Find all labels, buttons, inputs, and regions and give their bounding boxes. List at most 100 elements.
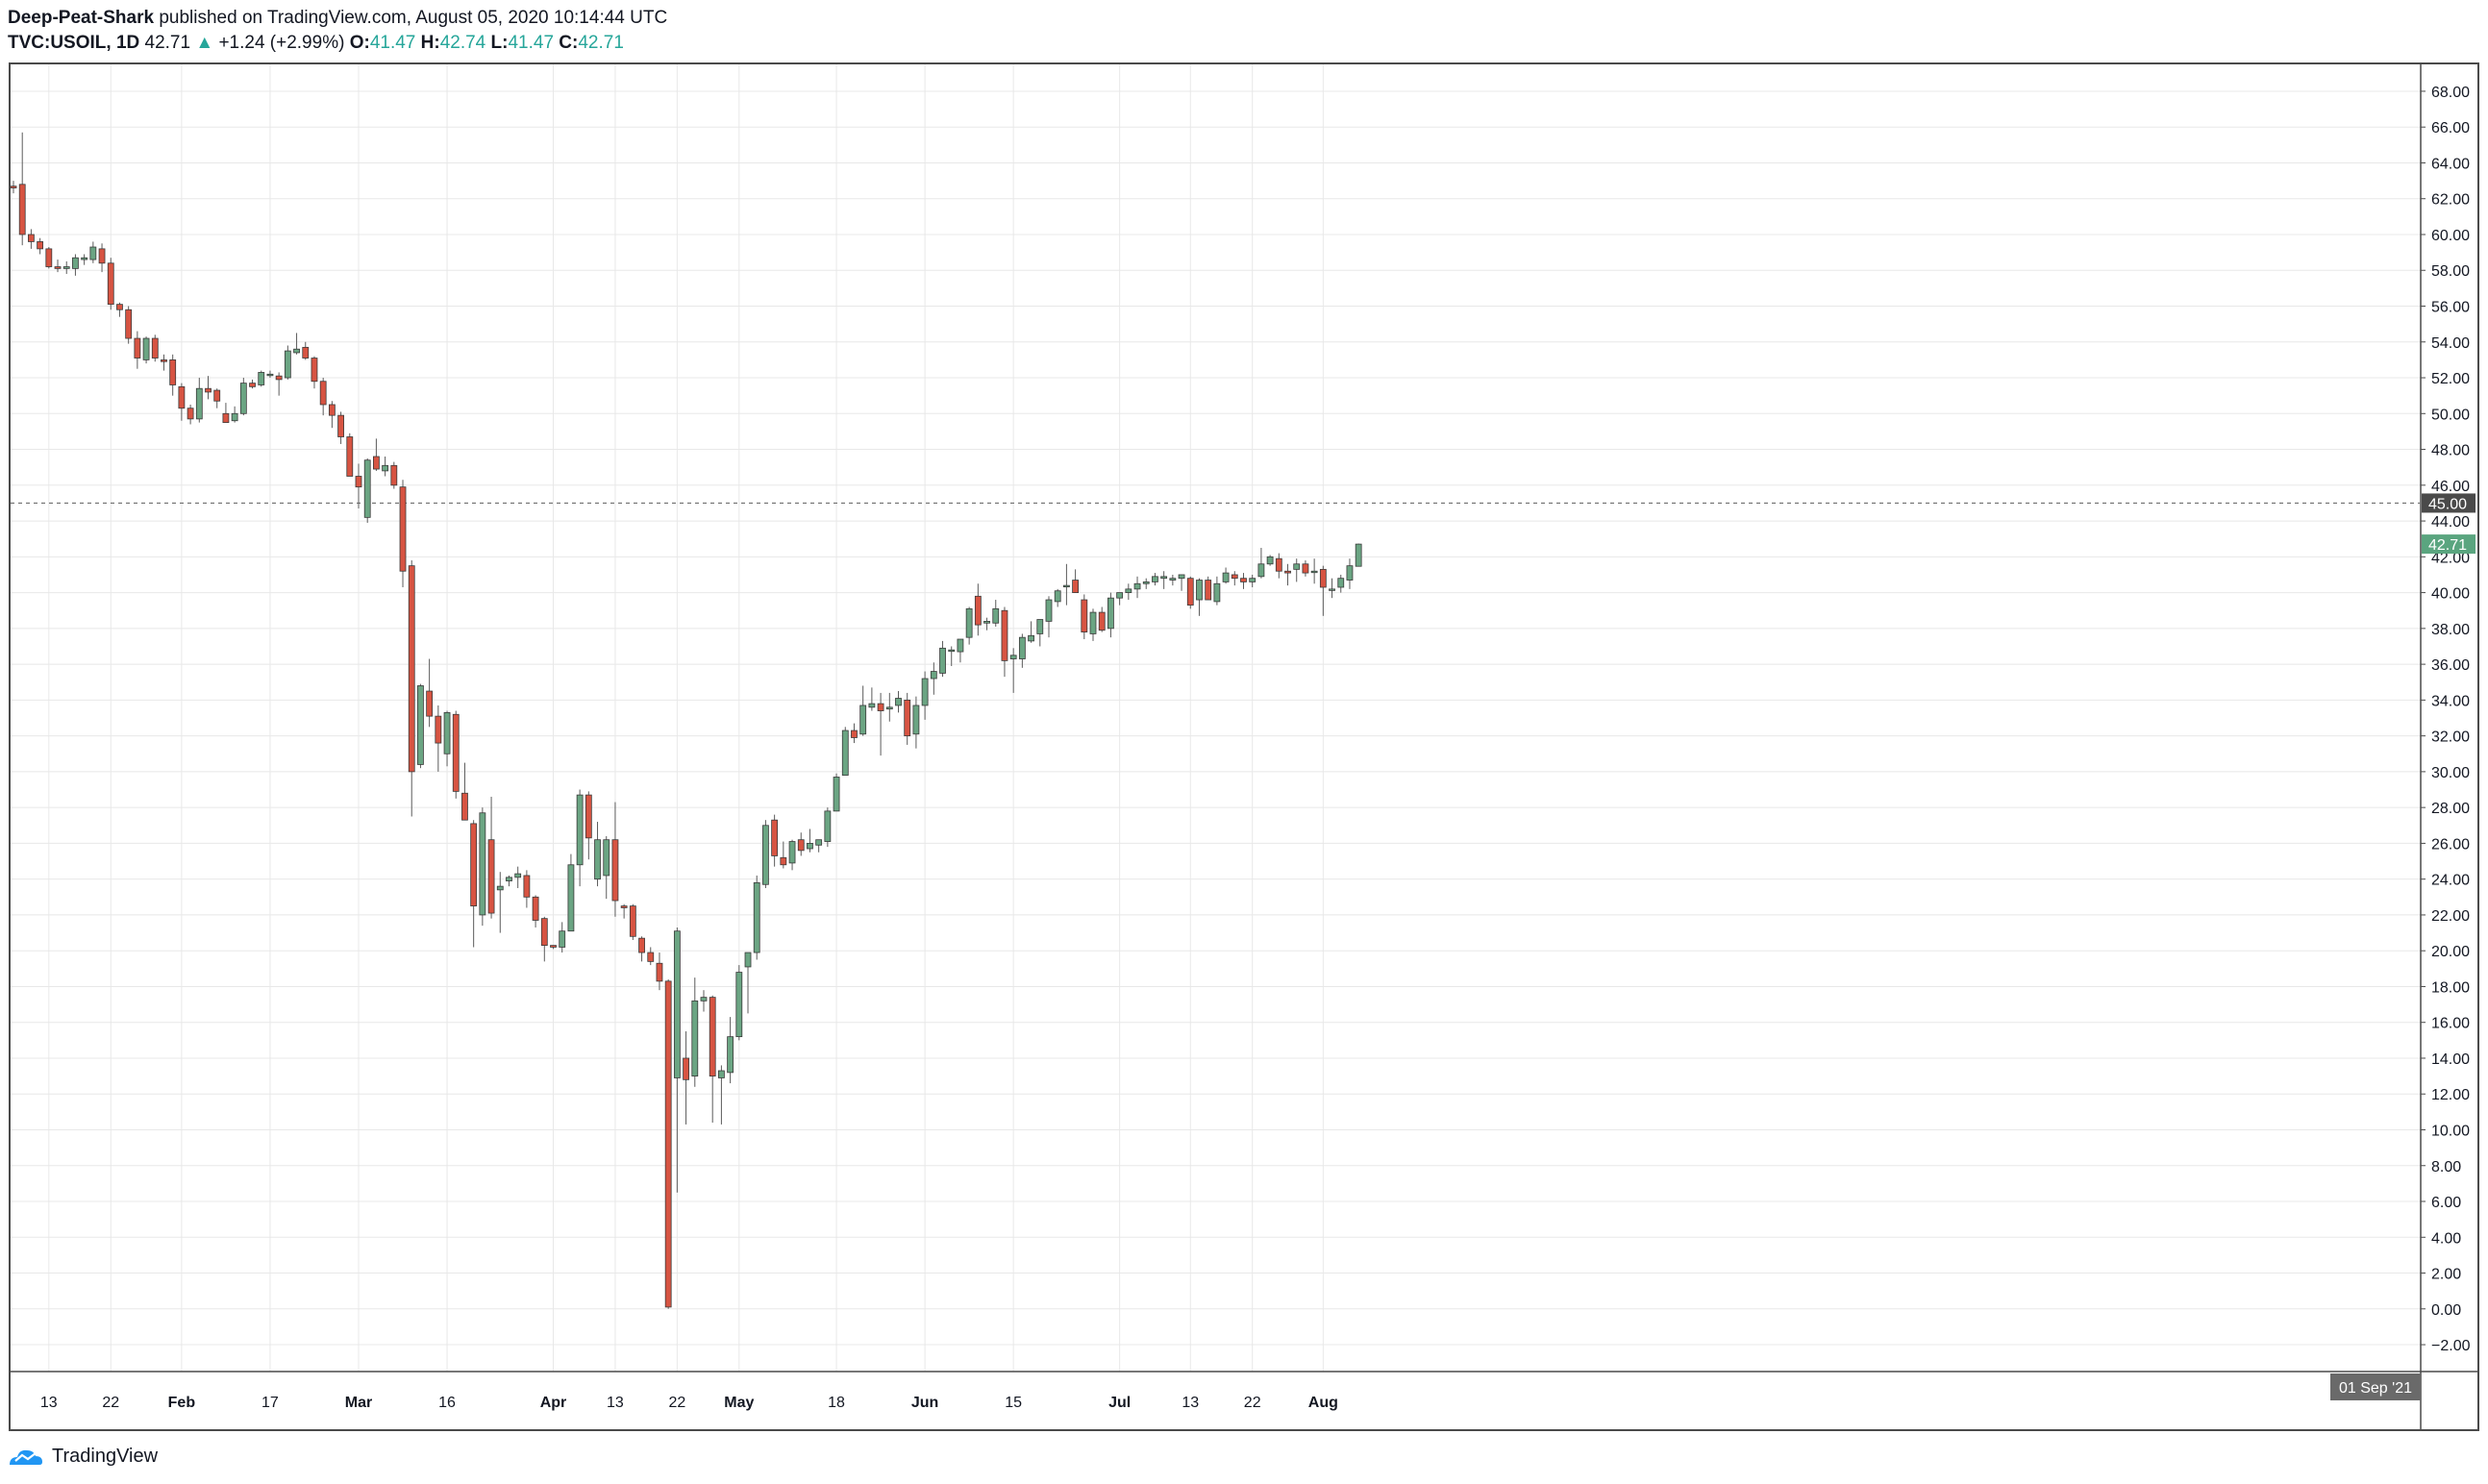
candle-up[interactable] <box>833 777 840 812</box>
candle-down[interactable] <box>974 595 982 626</box>
candle-up[interactable] <box>807 843 813 850</box>
candle-up[interactable] <box>921 678 929 706</box>
candle-up[interactable] <box>142 337 150 360</box>
candle-down[interactable] <box>470 823 478 907</box>
candle-up[interactable] <box>753 881 760 953</box>
candle-down[interactable] <box>426 690 434 717</box>
candle-up[interactable] <box>1213 582 1221 603</box>
candle-down[interactable] <box>435 715 442 744</box>
candle-up[interactable] <box>567 864 575 932</box>
candle-down[interactable] <box>611 839 619 902</box>
chart-frame[interactable]: −2.00 0.00 2.00 4.00 6.00 8.00 10.00 12.00 14.00… <box>9 62 2479 1431</box>
candle-up[interactable] <box>1169 578 1177 581</box>
candle-down[interactable] <box>37 241 44 250</box>
candle-up[interactable] <box>1266 556 1274 565</box>
candle-down[interactable] <box>54 266 62 269</box>
candle-up[interactable] <box>293 348 300 354</box>
candle-down[interactable] <box>337 414 344 437</box>
candle-up[interactable] <box>239 383 247 414</box>
candle-down[interactable] <box>1205 580 1212 601</box>
candle-up[interactable] <box>939 647 946 674</box>
candle-up[interactable] <box>735 972 743 1038</box>
candle-up[interactable] <box>1222 572 1230 582</box>
candle-up[interactable] <box>859 705 867 735</box>
candle-down[interactable] <box>116 304 123 310</box>
candle-down[interactable] <box>904 699 911 737</box>
candle-up[interactable] <box>443 712 451 754</box>
candle-up[interactable] <box>1036 619 1044 634</box>
candle-up[interactable] <box>673 930 681 1078</box>
candle-down[interactable] <box>45 248 53 267</box>
candle-up[interactable] <box>1152 576 1158 582</box>
candle-up[interactable] <box>1107 597 1114 630</box>
candle-down[interactable] <box>585 794 592 839</box>
candle-down[interactable] <box>98 248 106 264</box>
candle-down[interactable] <box>461 792 468 821</box>
candle-up[interactable] <box>700 997 708 1002</box>
tradingview-brand[interactable]: TradingView <box>52 1445 159 1467</box>
candle-down[interactable] <box>647 952 655 962</box>
candle-up[interactable] <box>496 885 504 891</box>
candle-up[interactable] <box>1329 588 1335 591</box>
candle-up[interactable] <box>72 257 79 269</box>
candle-down[interactable] <box>452 713 460 792</box>
candle-down[interactable] <box>1284 570 1291 574</box>
candle-up[interactable] <box>727 1036 734 1074</box>
candle-down[interactable] <box>523 875 531 898</box>
candle-down[interactable] <box>311 358 318 383</box>
candle-up[interactable] <box>363 459 371 518</box>
candle-down[interactable] <box>1001 609 1008 661</box>
candle-down[interactable] <box>178 385 186 409</box>
candle-up[interactable] <box>841 730 849 777</box>
candle-up[interactable] <box>744 952 752 968</box>
candle-down[interactable] <box>664 980 672 1308</box>
candle-up[interactable] <box>1125 588 1132 593</box>
candlestick-chart[interactable]: −2.00 0.00 2.00 4.00 6.00 8.00 10.00 12.00 14.00… <box>11 64 2477 1429</box>
candle-down[interactable] <box>161 359 167 362</box>
candle-up[interactable] <box>195 387 203 420</box>
candle-up[interactable] <box>1045 599 1053 622</box>
candle-down[interactable] <box>302 346 310 359</box>
candle-up[interactable] <box>815 839 823 846</box>
candle-up[interactable] <box>258 372 265 385</box>
candle-down[interactable] <box>487 839 495 914</box>
candle-down[interactable] <box>28 234 35 242</box>
candle-up[interactable] <box>284 350 291 379</box>
candle-down[interactable] <box>328 404 336 416</box>
candle-down[interactable] <box>771 819 779 856</box>
candle-up[interactable] <box>1089 611 1097 634</box>
candle-up[interactable] <box>1054 590 1061 603</box>
candle-up[interactable] <box>965 607 973 638</box>
candle-up[interactable] <box>1062 584 1070 588</box>
candle-up[interactable] <box>62 266 70 269</box>
candle-up[interactable] <box>417 685 424 765</box>
candle-up[interactable] <box>1293 563 1301 570</box>
candle-down[interactable] <box>629 905 636 937</box>
candle-down[interactable] <box>107 262 114 306</box>
candle-down[interactable] <box>532 896 539 921</box>
candle-down[interactable] <box>550 945 557 948</box>
candle-up[interactable] <box>930 671 937 680</box>
candle-down[interactable] <box>1275 557 1282 572</box>
candle-up[interactable] <box>957 638 964 653</box>
candle-down[interactable] <box>151 337 159 359</box>
candle-up[interactable] <box>992 607 1000 624</box>
candle-up[interactable] <box>691 1000 699 1077</box>
symbol-label[interactable]: TVC:USOIL, 1D <box>8 33 140 53</box>
candle-down[interactable] <box>399 486 407 572</box>
tradingview-logo-icon[interactable] <box>8 1446 44 1467</box>
candle-up[interactable] <box>559 930 566 948</box>
author-name[interactable]: Deep-Peat-Shark <box>8 8 155 28</box>
candle-down[interactable] <box>275 375 283 381</box>
candle-up[interactable] <box>1116 592 1124 599</box>
candle-up[interactable] <box>1133 582 1141 590</box>
candle-down[interactable] <box>373 456 380 470</box>
candle-up[interactable] <box>895 698 902 706</box>
candle-down[interactable] <box>187 408 194 420</box>
candle-up[interactable] <box>1346 565 1354 581</box>
candle-up[interactable] <box>1160 576 1168 580</box>
candle-up[interactable] <box>983 620 990 624</box>
candle-down[interactable] <box>249 383 256 387</box>
candle-down[interactable] <box>1081 599 1088 632</box>
candle-up[interactable] <box>1009 655 1017 659</box>
